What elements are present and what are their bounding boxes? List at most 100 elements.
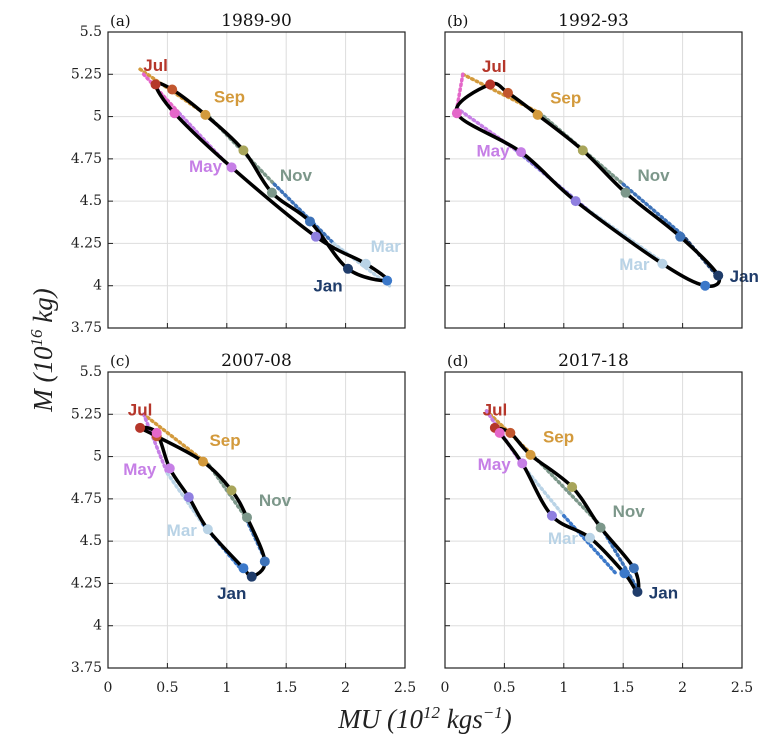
month-label: Mar	[167, 521, 198, 540]
panel: Jul Sep Nov Jan Mar May (b) 1992-93	[444, 11, 759, 329]
month-label: Sep	[550, 88, 581, 107]
month-label: Nov	[613, 502, 646, 521]
month-label: Jul	[482, 57, 507, 76]
month-point	[169, 108, 180, 119]
x-label-part: MU (10	[337, 704, 423, 734]
plot-frame	[107, 31, 406, 329]
y-tick-label: 5	[93, 449, 102, 465]
x-axis-label: MU (1012 kgs−1)	[337, 703, 511, 734]
month-point	[266, 187, 277, 198]
month-point	[657, 258, 668, 269]
month-label: May	[476, 142, 510, 161]
x-label-part: kgs	[440, 704, 483, 734]
month-point	[516, 147, 527, 158]
month-point	[259, 556, 270, 567]
panel: 0 0.5 1 1.5 2 2.5 3.75 4 4.25 4.5 4.75 5 5.25 5.5 Jul S…	[71, 351, 416, 696]
y-tick-label: 5.5	[80, 364, 102, 380]
month-label: Jan	[217, 584, 246, 603]
month-point	[577, 145, 588, 156]
panel-title: 2017-18	[558, 351, 629, 371]
month-point	[238, 563, 249, 574]
month-point	[546, 510, 557, 521]
panel: 0 0.5 1 1.5 2 2.5 Jul Sep Nov Jan Mar May (d) 2017-18	[441, 351, 754, 696]
panel-title: 1992-93	[558, 11, 629, 31]
panel-label: (c)	[110, 352, 130, 370]
x-tick-label: 1.5	[612, 680, 634, 696]
month-point	[238, 145, 249, 156]
x-tick-label: 1.5	[275, 680, 297, 696]
month-label: Mar	[548, 529, 579, 548]
x-tick-label: 2	[341, 680, 350, 696]
y-tick-label: 5	[93, 109, 102, 125]
month-point	[628, 563, 639, 574]
month-point	[164, 463, 175, 474]
x-tick-label: 2.5	[731, 680, 753, 696]
month-point	[570, 196, 581, 207]
month-point	[167, 84, 178, 95]
month-point	[505, 427, 516, 438]
month-point	[700, 280, 711, 291]
y-tick-label: 5.25	[71, 66, 102, 82]
x-tick-label: 2	[678, 680, 687, 696]
month-point	[517, 458, 528, 469]
panel-label: (d)	[447, 352, 468, 370]
dotted-segment	[272, 182, 336, 246]
panel-title: 2007-08	[221, 351, 292, 371]
month-point	[595, 522, 606, 533]
x-tick-label: 1	[222, 680, 231, 696]
x-tick-label: 0.5	[156, 680, 178, 696]
panel-label: (a)	[110, 12, 131, 30]
month-point	[226, 162, 237, 173]
month-label: Sep	[543, 427, 574, 446]
x-label-sup: 12	[423, 703, 441, 722]
month-label: Jan	[730, 267, 759, 286]
month-point	[183, 492, 194, 503]
month-label: Sep	[209, 431, 240, 450]
month-label: Jul	[128, 400, 153, 419]
month-label: Nov	[638, 166, 671, 185]
month-point	[502, 87, 513, 98]
month-point	[713, 270, 724, 281]
month-point	[200, 109, 211, 120]
month-point	[342, 263, 353, 274]
x-label-part: )	[501, 704, 512, 734]
month-point	[494, 427, 505, 438]
y-tick-label: 3.75	[71, 320, 102, 336]
month-point	[310, 231, 321, 242]
month-label: May	[478, 455, 512, 474]
y-tick-label: 4.75	[71, 151, 102, 167]
month-point	[198, 456, 209, 467]
x-tick-label: 0	[441, 680, 450, 696]
month-point	[619, 568, 630, 579]
plot-area	[108, 372, 405, 668]
y-tick-label: 4.5	[80, 533, 102, 549]
y-tick-label: 3.75	[71, 660, 102, 676]
panel-title: 1989-90	[221, 11, 292, 31]
panel: 3.75 4 4.25 4.5 4.75 5 5.25 5.5 Jul Sep Nov Jan Mar M…	[71, 11, 406, 336]
month-point	[632, 586, 643, 597]
month-point	[304, 216, 315, 227]
x-tick-label: 0	[104, 680, 113, 696]
dotted-segment	[621, 182, 685, 237]
y-axis-label: M (1016 kg)	[27, 288, 58, 412]
y-label-sup: 16	[27, 329, 46, 347]
month-label: Nov	[259, 491, 292, 510]
month-point	[246, 571, 257, 582]
month-label: May	[123, 460, 157, 479]
y-label-part: kg)	[28, 288, 58, 329]
month-point	[567, 482, 578, 493]
month-point	[525, 449, 536, 460]
dotted-segment	[455, 72, 465, 110]
dotted-segment	[141, 412, 170, 476]
month-point	[226, 485, 237, 496]
month-label: May	[189, 157, 223, 176]
month-label: Jul	[143, 56, 168, 75]
month-point	[382, 275, 393, 286]
month-label: Jan	[649, 583, 678, 602]
y-tick-label: 4	[93, 278, 102, 294]
month-point	[202, 524, 213, 535]
plot-area	[445, 32, 742, 328]
y-label-part: M (10	[28, 346, 58, 413]
month-point	[532, 109, 543, 120]
